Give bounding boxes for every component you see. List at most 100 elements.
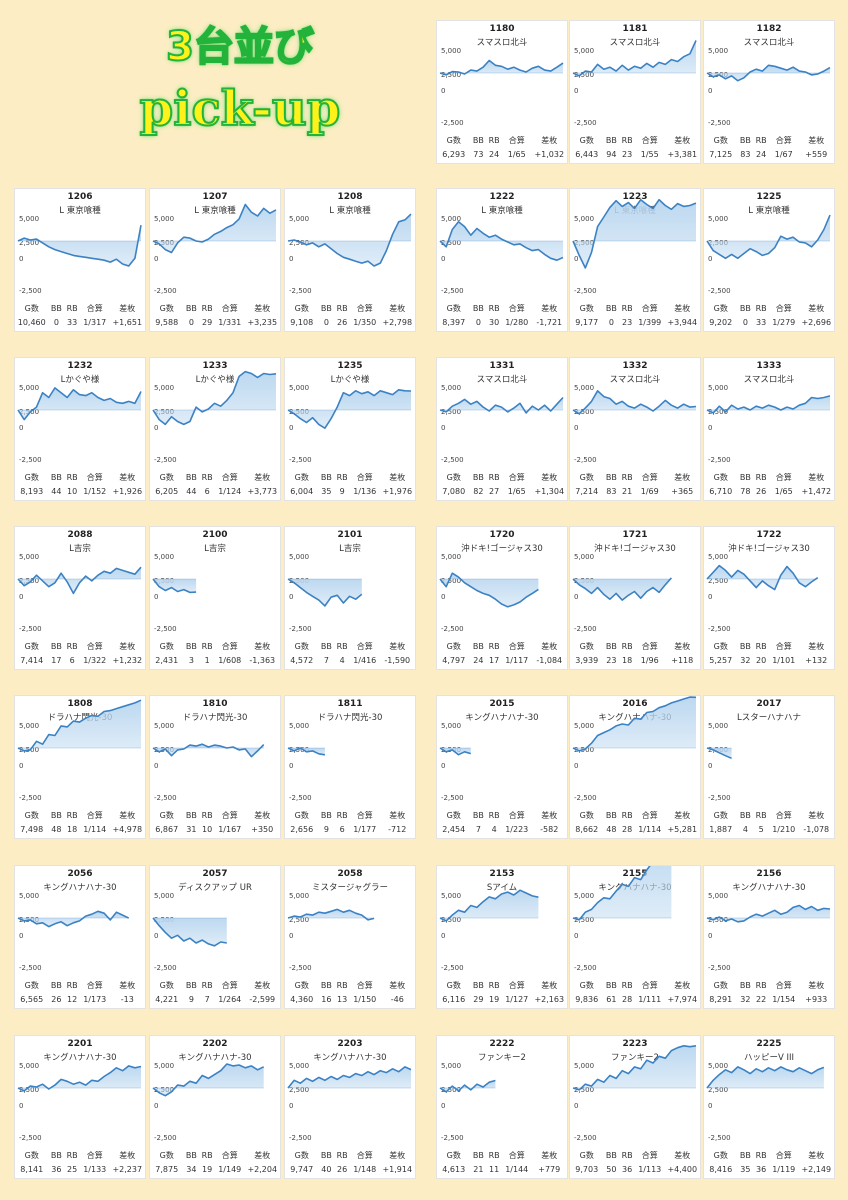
combined-value: 1/119 [772, 1164, 796, 1174]
combined-header: 合算 [775, 135, 792, 145]
games-header: G数 [713, 472, 728, 482]
y-tick-label: 5,000 [708, 215, 729, 223]
combined-header: 合算 [86, 980, 103, 990]
combined-value: 1/150 [353, 994, 377, 1004]
combined-value: 1/279 [772, 317, 796, 327]
y-tick-label: 0 [441, 762, 446, 770]
rb-header: RB [66, 641, 78, 651]
area-fill [440, 890, 539, 921]
machine-name: キングハナハナ-30 [732, 883, 806, 893]
machine-stats: G数 BB RB 合算 差枚 8,397 0 30 1/280 -1,721 [437, 301, 567, 329]
diff-value: +1,232 [112, 655, 143, 665]
machine-chart [439, 747, 472, 756]
rb-value: 7 [204, 994, 210, 1004]
machine-name: L 東京喰種 [481, 206, 523, 216]
combined-value: 1/65 [507, 486, 526, 496]
machine-name: L 東京喰種 [194, 206, 236, 216]
machine-card: 1180 スマスロ北斗 5,000 2,500 0 -2,500 G数 BB RB 合算 差枚 6,2… [436, 20, 568, 164]
combined-value: 1/280 [505, 317, 529, 327]
games-header: G数 [294, 980, 309, 990]
machine-name: L吉宗 [204, 544, 226, 554]
machine-stats: G数 BB RB 合算 差枚 8,416 35 36 1/119 +2,149 [704, 1148, 834, 1176]
games-value: 1,887 [709, 824, 733, 834]
combined-value: 1/113 [638, 1164, 662, 1174]
combined-value: 1/173 [83, 994, 107, 1004]
rb-value: 27 [489, 486, 500, 496]
bb-value: 48 [606, 824, 617, 834]
bb-header: BB [739, 810, 751, 820]
bb-header: BB [320, 1150, 332, 1160]
rb-value: 33 [756, 317, 767, 327]
games-header: G数 [159, 641, 174, 651]
bb-header: BB [605, 980, 617, 990]
diff-header: 差枚 [808, 1150, 825, 1160]
machine-number: 2056 [67, 869, 93, 879]
y-tick-label: 0 [708, 1102, 713, 1110]
area-fill [707, 565, 818, 590]
y-tick-label: -2,500 [574, 456, 597, 464]
diff-header: 差枚 [389, 810, 406, 820]
diff-header: 差枚 [119, 980, 136, 990]
y-tick-label: 5,000 [441, 1062, 462, 1070]
machine-chart [17, 1065, 142, 1092]
machine-name: スマスロ北斗 [743, 375, 795, 385]
series-line [287, 213, 412, 267]
machine-card: 1233Lかぐや様5,0002,5000-2,500G数BBRB合算差枚6,20… [149, 357, 281, 501]
machine-number: 2201 [67, 1039, 93, 1049]
combined-value: 1/55 [640, 149, 659, 159]
machine-chart [287, 1066, 412, 1089]
diff-header: 差枚 [541, 980, 558, 990]
rb-header: RB [201, 472, 213, 482]
diff-value: +2,237 [112, 1164, 143, 1174]
area-fill [573, 199, 696, 268]
y-tick-label: 5,000 [154, 1062, 175, 1070]
diff-header: 差枚 [119, 810, 136, 820]
machine-name: Lかぐや様 [195, 375, 235, 385]
series-line [572, 389, 697, 415]
machine-number: 2016 [622, 699, 648, 709]
machine-chart [572, 1044, 697, 1091]
y-tick-label: -2,500 [441, 1134, 464, 1142]
rb-value: 26 [756, 486, 767, 496]
combined-header: 合算 [86, 472, 103, 482]
combined-value: 1/65 [774, 486, 793, 496]
bb-value: 0 [742, 317, 748, 327]
area-fill [707, 215, 830, 259]
machine-number: 1182 [756, 24, 782, 34]
rb-value: 4 [491, 824, 497, 834]
rb-value: 10 [67, 486, 78, 496]
rb-value: 1 [204, 655, 210, 665]
rb-value: 24 [756, 149, 767, 159]
rb-header: RB [755, 810, 767, 820]
combined-header: 合算 [221, 810, 238, 820]
games-value: 6,565 [20, 994, 44, 1004]
rb-header: RB [201, 641, 213, 651]
machine-number: 2088 [67, 530, 93, 540]
machine-card: 2056キングハナハナ-305,0002,5000-2,500G数BBRB合算差… [14, 865, 146, 1009]
diff-header: 差枚 [808, 303, 825, 313]
bb-value: 29 [473, 994, 484, 1004]
bb-value: 50 [606, 1164, 617, 1174]
bb-header: BB [50, 980, 62, 990]
machine-chart [287, 388, 412, 429]
combined-value: 1/136 [353, 486, 377, 496]
games-header: G数 [159, 472, 174, 482]
combined-value: 1/177 [353, 824, 377, 834]
bb-header: BB [472, 472, 484, 482]
games-value: 6,710 [709, 486, 733, 496]
combined-header: 合算 [356, 1150, 373, 1160]
machine-chart [706, 564, 819, 591]
games-header: G数 [446, 135, 461, 145]
y-tick-label: 2,500 [289, 916, 310, 924]
y-tick-label: 2,500 [708, 1086, 729, 1094]
y-tick-label: 0 [574, 932, 579, 940]
machine-chart [287, 578, 363, 607]
rb-value: 19 [202, 1164, 213, 1174]
games-value: 4,797 [442, 655, 466, 665]
games-header: G数 [24, 472, 39, 482]
machine-name: L 東京喰種 [748, 206, 790, 216]
rb-header: RB [336, 1150, 348, 1160]
diff-header: 差枚 [808, 135, 825, 145]
bb-value: 4 [742, 824, 748, 834]
